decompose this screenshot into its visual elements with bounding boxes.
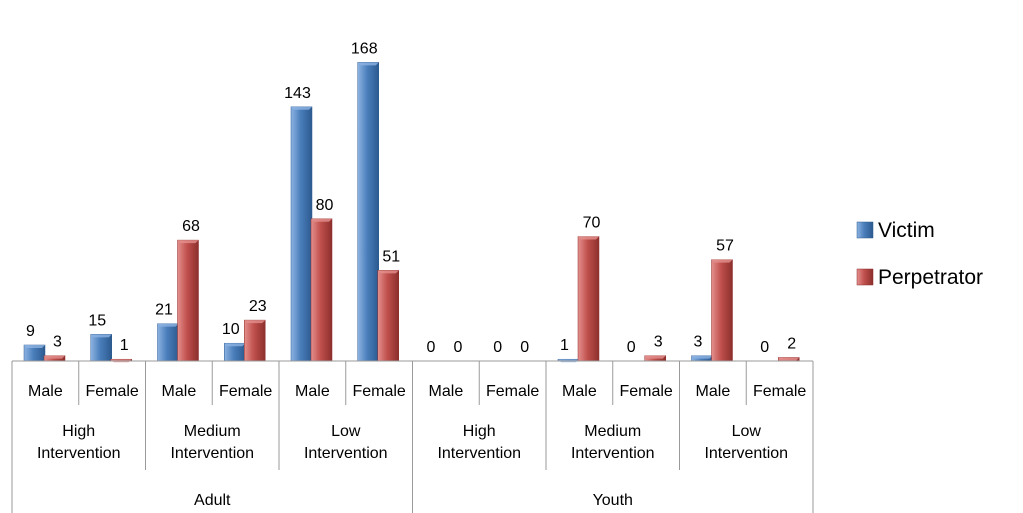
- bar-cap-victim-10: [691, 355, 713, 359]
- data-label-victim-4: 143: [284, 85, 311, 102]
- bar-perpetrator-3: [244, 319, 266, 362]
- level-category-label: Intervention: [37, 445, 121, 462]
- level-category-label: Intervention: [437, 445, 521, 462]
- sub-category-label: Male: [562, 383, 597, 400]
- data-label-victim-8: 1: [560, 337, 569, 354]
- data-label-victim-9: 0: [627, 339, 636, 356]
- bar-cap-victim-2: [157, 323, 179, 327]
- legend: Victim Perpetrator: [856, 219, 983, 289]
- sub-category-label: Female: [619, 383, 672, 400]
- group-category-label: Adult: [194, 492, 231, 509]
- bar-cap-perpetrator-9: [644, 355, 666, 359]
- bar-cap-victim-5: [357, 62, 379, 66]
- bar-perpetrator-10: [711, 259, 733, 362]
- data-label-victim-7: 0: [493, 339, 502, 356]
- level-category-label: Low: [331, 423, 361, 440]
- data-label-victim-5: 168: [351, 40, 378, 57]
- data-label-perpetrator-10: 57: [716, 238, 734, 255]
- bar-cap-victim-3: [224, 343, 246, 347]
- group-category-label: Youth: [593, 492, 633, 509]
- data-label-perpetrator-5: 51: [382, 248, 400, 265]
- data-label-perpetrator-1: 1: [120, 337, 129, 354]
- bar-cap-perpetrator-2: [177, 240, 199, 244]
- bar-cap-victim-4: [291, 106, 312, 110]
- bar-cap-perpetrator-8: [578, 236, 599, 240]
- data-label-victim-0: 9: [26, 323, 35, 340]
- bar-victim-5: [357, 62, 379, 362]
- sub-category-label: Female: [753, 383, 806, 400]
- bar-cap-perpetrator-5: [377, 270, 399, 274]
- data-label-perpetrator-11: 2: [787, 335, 796, 352]
- legend-label-perpetrator: Perpetrator: [878, 266, 983, 289]
- bar-cap-victim-0: [24, 345, 45, 348]
- level-category-label: Intervention: [170, 445, 254, 462]
- legend-swatch-victim: [856, 221, 874, 239]
- data-label-victim-10: 3: [694, 334, 703, 351]
- sub-category-label: Male: [162, 383, 197, 400]
- sub-category-label: Male: [429, 383, 464, 400]
- bar-perpetrator-8: [577, 236, 600, 362]
- data-label-victim-2: 21: [155, 302, 173, 319]
- data-label-perpetrator-4: 80: [316, 197, 334, 214]
- bar-perpetrator-4: [310, 218, 333, 362]
- level-category-label: Intervention: [571, 445, 655, 462]
- sub-category-label: Female: [486, 383, 539, 400]
- sub-category-label: Female: [352, 383, 405, 400]
- data-label-perpetrator-6: 0: [454, 339, 463, 356]
- bar-cap-perpetrator-11: [778, 357, 800, 361]
- legend-swatch-perpetrator: [856, 268, 874, 286]
- bar-victim-1: [90, 334, 112, 362]
- data-label-perpetrator-8: 70: [583, 215, 601, 232]
- data-label-victim-1: 15: [88, 312, 106, 329]
- sub-category-label: Male: [696, 383, 731, 400]
- sub-category-label: Female: [85, 383, 138, 400]
- level-category-label: Medium: [184, 423, 241, 440]
- bar-cap-perpetrator-0: [44, 355, 65, 359]
- sub-category-label: Male: [295, 383, 330, 400]
- level-category-label: Medium: [584, 423, 641, 440]
- level-category-label: High: [62, 423, 95, 440]
- level-category-label: Intervention: [304, 445, 388, 462]
- level-category-label: Low: [732, 423, 762, 440]
- bar-cap-perpetrator-4: [311, 218, 332, 222]
- bar-cap-victim-1: [90, 334, 112, 338]
- data-label-perpetrator-7: 0: [520, 339, 529, 356]
- data-label-victim-3: 10: [222, 321, 240, 338]
- legend-label-victim: Victim: [878, 219, 935, 242]
- bars-layer: [23, 62, 800, 363]
- data-label-perpetrator-0: 3: [53, 334, 62, 351]
- data-label-victim-11: 0: [760, 339, 769, 356]
- data-label-perpetrator-3: 23: [249, 298, 267, 315]
- bar-cap-perpetrator-10: [711, 259, 733, 263]
- data-label-perpetrator-2: 68: [182, 218, 200, 235]
- sub-category-label: Male: [28, 383, 63, 400]
- sub-category-label: Female: [219, 383, 272, 400]
- data-label-victim-6: 0: [427, 339, 436, 356]
- level-category-label: High: [463, 423, 496, 440]
- data-label-perpetrator-9: 3: [654, 334, 663, 351]
- bar-victim-4: [290, 106, 313, 362]
- level-category-label: Intervention: [704, 445, 788, 462]
- bar-perpetrator-2: [177, 239, 199, 362]
- bar-cap-perpetrator-3: [244, 320, 266, 324]
- category-axis: Male Female Male Female Male Female Male Female…: [11, 360, 814, 513]
- bar-perpetrator-5: [377, 270, 399, 362]
- bar-victim-2: [157, 323, 179, 362]
